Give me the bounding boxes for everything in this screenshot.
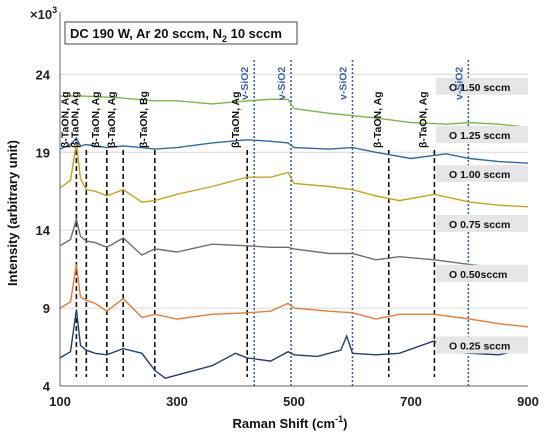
series-label-bg [436, 214, 528, 232]
phase-label: β-TaON, Ag [90, 91, 102, 148]
series-label: O 1.50 sccm [449, 82, 510, 94]
sio2-label: v-SiO2 [338, 67, 350, 100]
series-label: O 0.25 sccm [449, 340, 510, 352]
series-line [59, 216, 529, 270]
series-label: O 0.50sccm [449, 269, 507, 281]
y-tick-label: 4 [43, 379, 51, 394]
reference-lines [75, 60, 470, 386]
x-tick-label: 500 [283, 394, 305, 409]
series-line [59, 264, 529, 328]
series-line [59, 309, 529, 379]
axes: 100 300 500 700 900 4 9 14 19 24 [36, 12, 539, 409]
condition-box: DC 190 W, Ar 20 sccm, N2 10 sccm [64, 21, 298, 45]
series-line [60, 95, 529, 128]
phase-label: β-TaON, Ag [372, 91, 384, 148]
series-label-bg [436, 336, 528, 354]
y-tick-label: 9 [43, 301, 50, 316]
y-tick-label: 19 [36, 145, 50, 160]
x-tick-label: 700 [400, 394, 422, 409]
x-tick-label: 900 [517, 394, 539, 409]
y-axis-title: Intensity (arbitrary unit) [5, 140, 20, 286]
series-labels: O 1.50 sccm O 1.25 sccm O 1.00 sccm O 0.75 … [436, 77, 528, 354]
phase-label: β-TaON, Ag [417, 91, 429, 148]
phase-labels: β-TaON, Agβ-TaON, Ag β-TaON, Ag β-TaON, Ag… [59, 67, 465, 148]
x-tick-label: 300 [166, 394, 188, 409]
phase-label: β-TaON, Ag [106, 91, 118, 148]
series-line [59, 137, 529, 164]
series-label-bg [436, 77, 528, 95]
y-multiplier: ×103 [30, 5, 57, 22]
phase-label: β-TaON, Ag [59, 91, 71, 148]
phase-label: β-TaON, Bg [138, 91, 150, 148]
series-label-bg [436, 126, 528, 144]
x-axis-title: Raman Shift (cm-1) [233, 414, 348, 431]
series-label: O 1.00 sccm [449, 169, 510, 181]
sio2-label: v-SiO2 [239, 67, 251, 100]
series-line [59, 142, 529, 208]
series-label: O 1.25 sccm [449, 130, 510, 142]
series-lines [59, 95, 529, 379]
x-tick-label: 100 [49, 394, 71, 409]
sio2-label: v-SiO2 [276, 67, 288, 100]
phase-label: β-TaON, Ag [230, 91, 242, 148]
series-label-bg [436, 264, 528, 282]
y-tick-label: 14 [36, 223, 51, 238]
phase-label: β-TaON, Ag [69, 91, 81, 148]
condition-text: DC 190 W, Ar 20 sccm, N2 10 sccm [70, 26, 282, 44]
series-label-bg [436, 165, 528, 183]
series-label: O 0.75 sccm [449, 219, 510, 231]
sio2-label: v-SiO2 [453, 67, 465, 100]
y-tick-label: 24 [36, 67, 51, 82]
